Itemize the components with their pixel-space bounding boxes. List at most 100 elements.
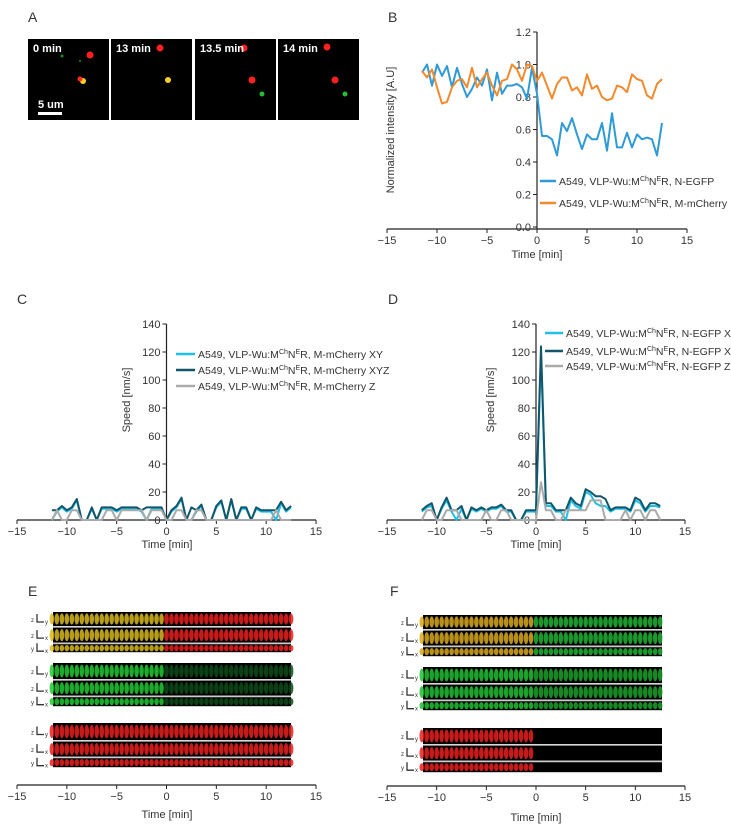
- frame-background: [28, 39, 109, 120]
- kymograph-blob: [642, 702, 648, 710]
- kymograph-blob: [129, 724, 134, 739]
- legend-text: N: [649, 198, 657, 210]
- kymograph-blob: [184, 613, 189, 625]
- x-tick-label: 15: [310, 791, 322, 803]
- kymograph-blob: [538, 702, 544, 710]
- kymograph-blob: [164, 698, 169, 706]
- legend-text: A549, VLP-Wu:M: [198, 349, 279, 361]
- kymograph-blob: [578, 616, 583, 628]
- kymograph-blob: [194, 759, 199, 767]
- kymograph-blob: [233, 743, 239, 756]
- kymograph-blob: [149, 743, 154, 756]
- kymograph-blob: [508, 686, 514, 699]
- legend-superscript: E: [663, 328, 668, 335]
- kymograph-blob: [474, 616, 479, 628]
- kymograph-blob: [233, 629, 239, 642]
- particle-spot: [60, 54, 64, 58]
- kymograph-blob: [444, 632, 449, 645]
- kymograph-blob: [124, 682, 129, 695]
- kymograph-blob: [464, 632, 469, 645]
- kymograph-blob: [444, 729, 449, 743]
- kymograph-blob: [623, 632, 628, 645]
- kymograph-blob: [219, 613, 224, 625]
- kymograph-blob: [89, 724, 95, 739]
- kymograph-blob: [169, 629, 174, 642]
- kymograph-blob: [498, 702, 504, 710]
- kymograph-blob: [214, 759, 219, 767]
- kymograph-blob: [528, 686, 534, 699]
- kymograph-blob: [253, 724, 259, 739]
- kymograph-blob: [228, 724, 234, 739]
- kymograph-blob: [548, 668, 554, 682]
- kymograph-blob: [489, 686, 494, 699]
- kymograph-blob: [513, 747, 519, 760]
- panel-label-d: D: [388, 291, 398, 307]
- kymograph-blob: [228, 743, 234, 756]
- kymograph-blob: [119, 645, 124, 652]
- x-tick-label: 0: [533, 792, 539, 804]
- kymograph-blob: [139, 664, 144, 678]
- kymograph-blob: [474, 632, 479, 645]
- kymograph-blob: [479, 747, 484, 760]
- kymograph-blob: [139, 645, 144, 652]
- kymograph-blob: [618, 616, 623, 628]
- kymograph-blob: [563, 632, 569, 645]
- kymograph-blob: [64, 682, 70, 695]
- frame-time-label: 13 min: [116, 43, 151, 55]
- kymograph-blob: [628, 668, 633, 682]
- legend-text: R, M-mCherry XYZ: [300, 365, 390, 377]
- kymograph-blob: [538, 686, 544, 699]
- kymograph-blob: [652, 648, 658, 656]
- kymograph-blob: [278, 629, 284, 642]
- kymograph-blob: [283, 629, 289, 642]
- legend-text: A549, VLP-Wu:M: [559, 176, 640, 188]
- kymograph-blob: [273, 698, 279, 706]
- kymograph-blob: [59, 698, 65, 706]
- kymograph-blob: [288, 682, 294, 695]
- kymograph-blob: [429, 616, 435, 628]
- kymograph-blob: [419, 763, 425, 772]
- kymograph-blob: [484, 729, 489, 743]
- kymograph-blob: [99, 645, 105, 652]
- kymograph-blob: [583, 686, 588, 699]
- kymograph-blob: [484, 648, 489, 656]
- kymograph-blob: [588, 648, 593, 656]
- kymograph-blob: [248, 743, 254, 756]
- kymograph-blob: [558, 648, 564, 656]
- kymograph-blob: [54, 664, 60, 678]
- kymograph-blob: [553, 702, 559, 710]
- kymograph-blob: [109, 698, 114, 706]
- orientation-axes-icon: [36, 643, 44, 652]
- particle-spot: [259, 91, 265, 97]
- y-tick-label: 0.2: [516, 190, 531, 202]
- kymograph-blob: [219, 724, 224, 739]
- kymograph-blob: [508, 729, 514, 743]
- kymograph-blob: [49, 664, 55, 678]
- kymograph-blob: [424, 686, 430, 699]
- kymograph-blob: [89, 629, 95, 642]
- kymograph-blob: [459, 648, 464, 656]
- kymograph-blob: [513, 616, 519, 628]
- strip-axis-label: x: [45, 636, 48, 642]
- kymograph-blob: [139, 613, 144, 625]
- kymograph-blob: [109, 743, 114, 756]
- kymograph-blob: [169, 724, 174, 739]
- y-tick-label: 80: [518, 403, 530, 415]
- strip-axis-label: z: [401, 621, 404, 627]
- kymograph-blob: [558, 702, 564, 710]
- particle-spot: [248, 76, 256, 84]
- kymograph-blob: [194, 664, 199, 678]
- kymograph-blob: [613, 632, 618, 645]
- strip-axis-label: z: [401, 691, 404, 697]
- kymograph-blob: [64, 629, 70, 642]
- kymograph-blob: [533, 632, 539, 645]
- orientation-axes-icon: [36, 614, 44, 623]
- kymograph-blob: [434, 668, 439, 682]
- kymograph-blob: [563, 668, 569, 682]
- orientation-axes-icon: [406, 748, 414, 757]
- kymograph-blob: [459, 747, 464, 760]
- kymograph-blob: [578, 648, 583, 656]
- kymograph-blob: [109, 664, 114, 678]
- kymograph-blob: [89, 682, 95, 695]
